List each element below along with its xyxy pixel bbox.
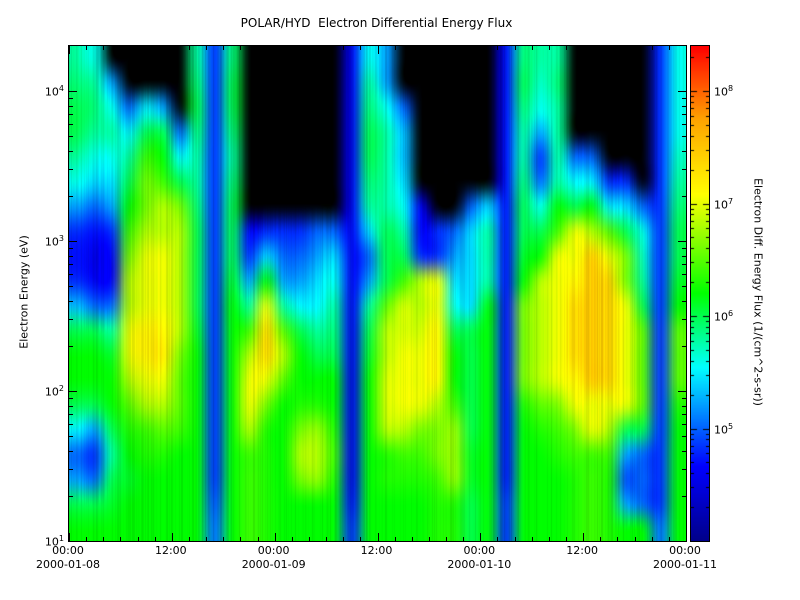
x-date-label: 2000-01-08 — [36, 558, 100, 571]
x-tick-label: 12:00 — [154, 544, 187, 557]
x-tick-label: 00:00 — [669, 544, 701, 557]
spectrogram-heatmap — [69, 46, 686, 541]
colorbar-tick-label: 108 — [714, 84, 734, 99]
x-tick-label: 00:00 — [52, 544, 84, 557]
x-date-label: 2000-01-11 — [653, 558, 717, 571]
y-tick-label: 101 — [44, 534, 64, 549]
x-date-label: 2000-01-09 — [241, 558, 306, 571]
y-axis-label: Electron Energy (eV) — [17, 235, 31, 349]
x-date-label: 2000-01-10 — [447, 558, 512, 571]
x-tick-label: 00:00 — [463, 544, 496, 557]
plot-area — [68, 45, 687, 542]
colorbar-tick-label: 106 — [714, 309, 734, 324]
colorbar-tick-label: 107 — [714, 196, 734, 212]
colorbar-label: Electron Diff. Energy Flux (1/(cm^2-s-sr… — [751, 178, 765, 406]
y-tick-label: 103 — [44, 234, 64, 249]
x-tick-label: 12:00 — [360, 544, 393, 557]
x-tick-label: 00:00 — [257, 544, 290, 557]
chart-title: POLAR/HYD Electron Differential Energy F… — [240, 16, 513, 30]
y-tick-label: 104 — [44, 84, 64, 99]
colorbar-tick-label: 105 — [714, 421, 734, 437]
x-tick-label: 12:00 — [566, 544, 599, 557]
colorbar — [690, 45, 710, 542]
y-tick-label: 102 — [44, 384, 64, 399]
